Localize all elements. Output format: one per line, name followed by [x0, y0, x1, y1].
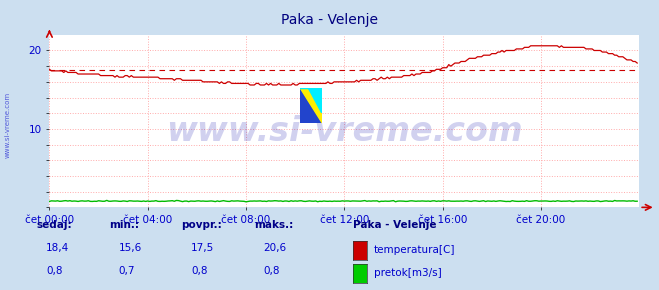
Text: 0,8: 0,8	[46, 266, 63, 276]
Text: www.si-vreme.com: www.si-vreme.com	[166, 115, 523, 148]
Text: 0,8: 0,8	[264, 266, 280, 276]
Text: Paka - Velenje: Paka - Velenje	[281, 13, 378, 27]
Polygon shape	[300, 88, 322, 113]
Text: min.:: min.:	[109, 220, 139, 230]
Text: temperatura[C]: temperatura[C]	[374, 245, 455, 255]
Text: sedaj:: sedaj:	[36, 220, 72, 230]
Text: 17,5: 17,5	[191, 243, 214, 253]
Text: povpr.:: povpr.:	[181, 220, 222, 230]
Text: pretok[m3/s]: pretok[m3/s]	[374, 268, 442, 278]
Text: 0,8: 0,8	[191, 266, 208, 276]
Text: www.si-vreme.com: www.si-vreme.com	[5, 92, 11, 158]
Text: 15,6: 15,6	[119, 243, 142, 253]
Polygon shape	[300, 88, 322, 123]
Text: 18,4: 18,4	[46, 243, 69, 253]
Text: maks.:: maks.:	[254, 220, 293, 230]
Text: 20,6: 20,6	[264, 243, 287, 253]
Text: 0,7: 0,7	[119, 266, 135, 276]
Text: Paka - Velenje: Paka - Velenje	[353, 220, 436, 230]
